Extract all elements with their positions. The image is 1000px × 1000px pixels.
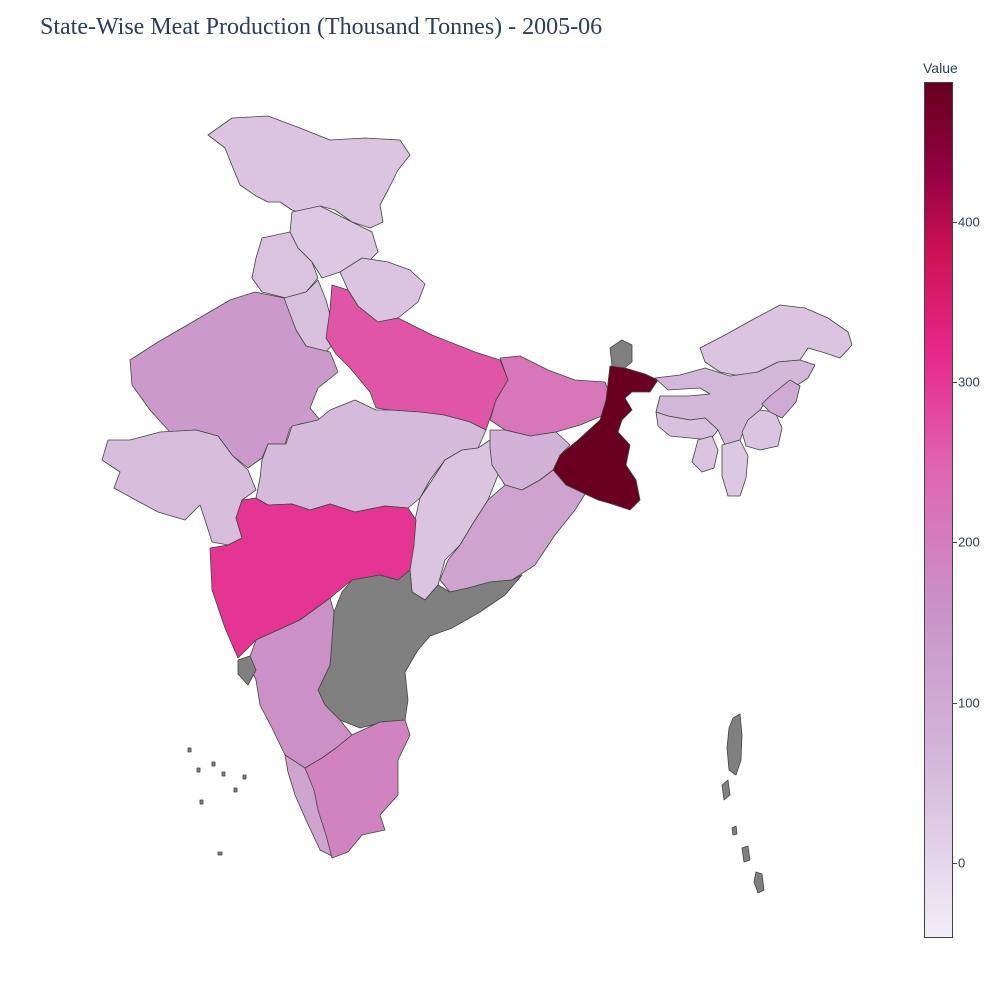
colorbar-tick-label: 100 — [958, 695, 980, 711]
colorbar-tickmark — [952, 222, 957, 223]
region-meghalaya[interactable] — [655, 411, 719, 441]
region-tripura[interactable] — [691, 435, 719, 473]
region-jammu-kashmir[interactable] — [207, 115, 411, 229]
region-tamil-nadu[interactable] — [304, 719, 411, 859]
colorbar-tick-label: 400 — [958, 214, 980, 230]
region-mizoram[interactable] — [721, 439, 749, 497]
colorbar-gradient — [924, 82, 953, 938]
map-title: State-Wise Meat Production (Thousand Ton… — [40, 14, 603, 40]
region-goa[interactable] — [237, 655, 257, 686]
colorbar-tickmark — [952, 382, 957, 383]
region-karnataka[interactable] — [247, 597, 353, 769]
region-lakshadweep[interactable] — [187, 747, 247, 856]
region-odisha[interactable] — [439, 469, 586, 593]
region-nagaland[interactable] — [761, 379, 801, 419]
region-andaman-nicobar[interactable] — [721, 713, 765, 894]
colorbar-tick-label: 300 — [958, 374, 980, 390]
colorbar-tickmark — [952, 542, 957, 543]
colorbar-tickmark — [952, 863, 957, 864]
colorbar-title: Value — [923, 60, 958, 76]
colorbar-tick-label: 200 — [958, 534, 980, 550]
colorbar-tick-label: 0 — [958, 855, 966, 871]
region-bihar[interactable] — [489, 355, 611, 437]
colorbar-tickmark — [952, 703, 957, 704]
region-manipur[interactable] — [741, 409, 783, 451]
region-sikkim[interactable] — [609, 339, 633, 371]
